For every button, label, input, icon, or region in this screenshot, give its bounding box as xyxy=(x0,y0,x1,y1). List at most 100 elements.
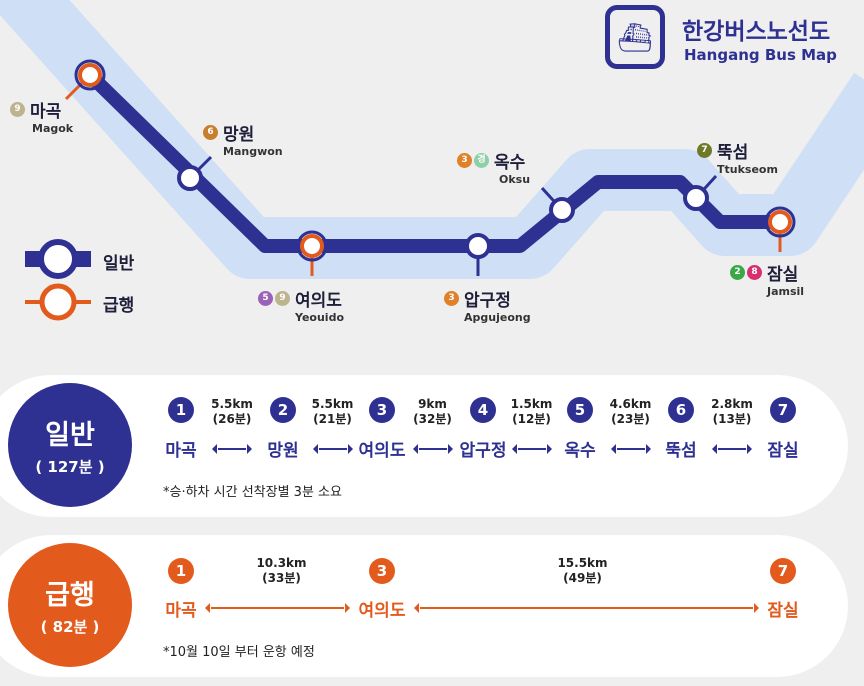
station-node-magok xyxy=(78,63,102,87)
station-label-ttukseom: 7 뚝섬 Ttukseom xyxy=(697,138,778,176)
station-label-magok: 9 마곡 Magok xyxy=(10,97,73,135)
station-row: 7 뚝섬 xyxy=(697,138,778,163)
station-node-ttukseom xyxy=(683,185,709,211)
stop-number-circle: 7 xyxy=(770,397,796,423)
segment-km: 5.5km xyxy=(311,397,354,411)
station-name-ko: 압구정 xyxy=(464,291,511,311)
stop-name: 잠실 xyxy=(767,601,799,621)
segment-time: (23분) xyxy=(611,412,650,426)
stop-number-circle: 5 xyxy=(567,397,593,423)
stop-number-circle: 6 xyxy=(668,397,694,423)
subway-line-badge: 6 xyxy=(203,125,218,140)
bidirectional-arrow xyxy=(511,444,552,454)
stop-name: 잠실 xyxy=(767,441,799,461)
express-title: 급행 xyxy=(45,580,95,611)
subway-line-badge: 3 xyxy=(444,291,459,306)
legend-express-symbol xyxy=(25,283,91,321)
stop-number-circle: 3 xyxy=(369,558,395,584)
stop-name: 옥수 xyxy=(564,441,596,461)
station-name-ko: 잠실 xyxy=(767,265,799,285)
express-total-time: ( 82분 ) xyxy=(40,618,100,636)
subway-line-badge: 8 xyxy=(747,265,762,280)
segment-time: (13분) xyxy=(712,412,752,426)
station-ring xyxy=(764,206,796,238)
bidirectional-arrow xyxy=(414,603,759,613)
station-name-ko: 마곡 xyxy=(30,102,62,122)
regular-title: 일반 xyxy=(45,420,95,451)
regular-total-time: ( 127분 ) xyxy=(35,458,105,476)
station-node-oksu xyxy=(549,197,575,223)
segment-km: 1.5km xyxy=(510,397,553,411)
stop-name: 마곡 xyxy=(165,601,197,621)
station-label-oksu: 3 경 옥수 Oksu xyxy=(457,148,530,186)
station-label-jamsil: 2 8 잠실 Jamsil xyxy=(730,260,804,298)
station-node-mangwon xyxy=(177,165,203,191)
stop-name: 마곡 xyxy=(165,441,197,461)
station-name-en: Jamsil xyxy=(767,285,805,298)
stop-number-circle: 1 xyxy=(168,558,194,584)
map-subtitle: Hangang Bus Map xyxy=(684,46,837,64)
bidirectional-arrow xyxy=(212,444,252,454)
segment-km: 2.8km xyxy=(711,397,753,411)
subway-line-badge: 9 xyxy=(10,102,25,117)
bidirectional-arrow xyxy=(610,444,651,454)
station-name-ko: 옥수 xyxy=(494,153,526,173)
station-name-en: Magok xyxy=(32,122,74,135)
segment-distance: 2.8km (13분) xyxy=(711,397,753,427)
bus-route-line xyxy=(85,69,780,253)
segment-time: (49분) xyxy=(563,571,602,585)
segment-km: 5.5km xyxy=(211,397,253,411)
station-node-jamsil xyxy=(768,210,792,234)
bidirectional-arrow xyxy=(205,603,350,613)
stop-name: 여의도 xyxy=(358,601,406,621)
station-label-apgujeong: 3 압구정 Apgujeong xyxy=(444,286,531,324)
legend-regular-label: 일반 xyxy=(103,254,135,274)
segment-time: (32분) xyxy=(413,412,452,426)
segment-km: 15.5km xyxy=(557,556,608,570)
subway-line-badge: 경 xyxy=(474,153,489,168)
station-name-ko: 망원 xyxy=(223,125,255,145)
subway-line-badge: 7 xyxy=(697,143,712,158)
stop-number-circle: 4 xyxy=(470,397,496,423)
stop-number-circle: 1 xyxy=(168,397,194,423)
legend-express-label: 급행 xyxy=(103,296,135,316)
bidirectional-arrow xyxy=(412,444,453,454)
bidirectional-arrow xyxy=(312,444,353,454)
segment-time: (21분) xyxy=(313,412,352,426)
station-name-ko: 여의도 xyxy=(295,291,342,311)
station-row: 9 마곡 xyxy=(10,97,73,122)
stop-name: 망원 xyxy=(267,441,299,461)
express-badge: 급행 ( 82분 ) xyxy=(8,543,132,667)
subway-line-badge: 2 xyxy=(730,265,745,280)
segment-km: 4.6km xyxy=(609,397,652,411)
ferry-icon: ⛴ xyxy=(605,5,665,69)
regular-route-card xyxy=(0,375,848,517)
station-name-en: Ttukseom xyxy=(717,163,778,176)
station-row: 3 압구정 xyxy=(444,286,531,311)
segment-time: (26분) xyxy=(212,412,252,426)
route-map xyxy=(0,0,864,321)
segment-distance: 15.5km (49분) xyxy=(557,556,607,586)
segment-distance: 4.6km (23분) xyxy=(610,397,652,427)
stop-number-circle: 3 xyxy=(369,397,395,423)
station-row: 3 경 옥수 xyxy=(457,148,530,173)
station-node-yeouido xyxy=(300,234,324,258)
segment-km: 9km xyxy=(418,397,447,411)
station-name-en: Apgujeong xyxy=(464,311,531,324)
station-label-yeouido: 5 9 여의도 Yeouido xyxy=(258,286,344,324)
stop-number-circle: 7 xyxy=(770,558,796,584)
station-row: 2 8 잠실 xyxy=(730,260,804,285)
segment-distance: 9km (32분) xyxy=(413,397,452,427)
station-name-en: Yeouido xyxy=(295,311,345,324)
segment-time: (12분) xyxy=(512,412,551,426)
station-row: 5 9 여의도 xyxy=(258,286,344,311)
subway-line-badge: 3 xyxy=(457,153,472,168)
station-label-mangwon: 6 망원 Mangwon xyxy=(203,120,283,158)
segment-km: 10.3km xyxy=(256,556,307,570)
station-row: 6 망원 xyxy=(203,120,283,145)
station-ring xyxy=(296,230,328,262)
legend-regular-symbol xyxy=(25,239,91,279)
subway-line-badge: 9 xyxy=(275,291,290,306)
station-name-ko: 뚝섬 xyxy=(717,143,749,163)
segment-distance: 5.5km (21분) xyxy=(312,397,354,427)
